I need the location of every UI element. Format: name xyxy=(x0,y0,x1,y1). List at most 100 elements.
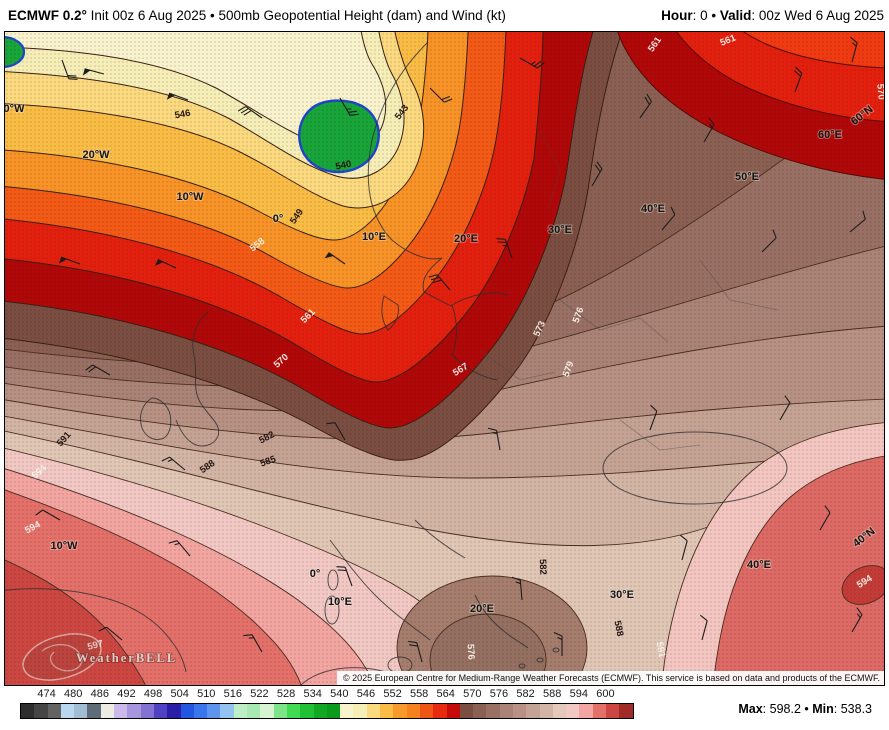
colorbar-tick: 576 xyxy=(489,688,509,700)
map-canvas: 546 543 540 549 558 561 570 567 573 576 579 561 561 5… xyxy=(4,31,885,686)
min-value: 538.3 xyxy=(840,702,872,716)
wind-barb xyxy=(639,93,652,119)
wind-barb xyxy=(703,117,715,143)
field-south-bands xyxy=(5,85,884,685)
title-rest: Init 00z 6 Aug 2025 • 500mb Geopotential… xyxy=(86,7,506,23)
contour-label: 579 xyxy=(561,360,577,379)
colorbar-segment xyxy=(486,704,500,718)
geo-label: 30°E xyxy=(548,224,572,236)
colorbar-tick: 594 xyxy=(569,688,588,700)
colorbar-tick: 552 xyxy=(383,688,402,700)
geo-label: 20°W xyxy=(82,149,110,161)
contour-label: 546 xyxy=(174,108,192,122)
wind-barb xyxy=(851,607,863,633)
contour-label: 591 xyxy=(654,641,668,659)
colorbar-tick: 528 xyxy=(276,688,296,700)
height-field xyxy=(5,32,884,685)
field-topright-low xyxy=(617,32,884,180)
colorbar-segment xyxy=(153,704,168,718)
contour-label: 597 xyxy=(86,638,104,653)
colorbar-segment xyxy=(473,704,487,718)
wind-barb xyxy=(324,252,346,265)
colorbar-segment xyxy=(619,704,633,718)
colorbar xyxy=(20,703,634,719)
geo-label: 40°E xyxy=(747,559,771,571)
contour-label: 585 xyxy=(259,454,278,470)
geo-label: 0° xyxy=(310,568,321,580)
geo-label: 20°E xyxy=(470,603,494,615)
colorbar-segment xyxy=(74,704,88,718)
wind-barb xyxy=(35,509,61,521)
min-label: Min xyxy=(812,702,834,716)
valid-time: Hour: 0 • Valid: 00z Wed 6 Aug 2025 xyxy=(661,7,884,23)
colorbar-segment xyxy=(21,704,35,718)
contour-label: 576 xyxy=(571,306,587,325)
wind-barb xyxy=(591,161,603,187)
colorbar-segment xyxy=(326,704,341,718)
coastlines xyxy=(5,41,788,685)
max-label: Max xyxy=(738,702,763,716)
contour-label: 582 xyxy=(537,559,549,575)
colorbar-tick: 570 xyxy=(463,688,482,700)
colorbar-segment xyxy=(207,704,221,718)
watermark-swirl-icon xyxy=(22,633,102,681)
colorbar-tick: 498 xyxy=(143,688,163,700)
colorbar-tick: 492 xyxy=(117,688,136,700)
max-min-readout: Max: 598.2 • Min: 538.3 xyxy=(738,702,872,716)
wind-barb xyxy=(408,640,423,663)
colorbar-tick: 504 xyxy=(170,688,189,700)
wind-barb xyxy=(336,566,353,587)
colorbar-tick: 564 xyxy=(436,688,455,700)
hour-label: Hour xyxy=(661,7,693,23)
colorbar-tick: 510 xyxy=(197,688,216,700)
field-corner-low xyxy=(5,36,26,68)
geo-labels: 0°W20°W10°W0°10°E 20°E30°E40°E50°E60°E60°… xyxy=(5,102,879,616)
colorbar-tick: 546 xyxy=(356,688,376,700)
colorbar-segment xyxy=(233,704,248,718)
colorbar-segment xyxy=(340,704,354,718)
wind-barb xyxy=(85,364,111,376)
geo-label: 10°E xyxy=(328,596,352,608)
wind-barb xyxy=(98,626,123,641)
colorbar-segment xyxy=(592,704,607,718)
hour-value: 0 xyxy=(700,7,708,23)
colorbar-segment xyxy=(366,704,381,718)
colorbar-segment xyxy=(512,704,527,718)
contour-label: 588 xyxy=(611,620,625,638)
colorbar-segment xyxy=(100,704,115,718)
contour-label: 570 xyxy=(874,83,884,100)
colorbar-tick-labels: 474 480 486 492 498 504 510 516 522 528 534 540 546 5… xyxy=(20,688,632,701)
colorbar-segment xyxy=(353,704,367,718)
valid-value: 00z Wed 6 Aug 2025 xyxy=(758,7,884,23)
geo-label: 10°E xyxy=(362,231,386,243)
wind-barb xyxy=(326,422,346,441)
geo-label: 10°W xyxy=(50,540,78,552)
wind-barb xyxy=(700,614,708,641)
colorbar-tick: 534 xyxy=(303,688,322,700)
colorbar-segment xyxy=(34,704,48,718)
wind-barb xyxy=(761,229,777,253)
colorbar-segment xyxy=(499,704,513,718)
wind-barb xyxy=(819,505,831,531)
colorbar-segment xyxy=(180,704,194,718)
contour-label: 540 xyxy=(335,159,353,173)
colorbar-tick: 540 xyxy=(330,688,349,700)
wind-barb xyxy=(61,59,78,80)
wind-barb xyxy=(429,87,453,103)
watermark: WeatherBELL xyxy=(22,633,176,681)
colorbar-segment xyxy=(114,704,128,718)
wind-barb xyxy=(154,259,177,269)
page-title: ECMWF 0.2° Init 00z 6 Aug 2025 • 500mb G… xyxy=(8,8,506,23)
colorbar-tick: 588 xyxy=(542,688,562,700)
colorbar-segment xyxy=(286,704,301,718)
colorbar-segment xyxy=(566,704,580,718)
valid-label: Valid xyxy=(719,7,752,23)
wind-barb xyxy=(166,92,189,101)
geo-label: 60°E xyxy=(818,129,842,141)
colorbar-tick: 522 xyxy=(250,688,269,700)
wind-barb xyxy=(519,57,545,69)
colorbar-tick: 486 xyxy=(90,688,109,700)
wind-barb xyxy=(496,238,513,259)
